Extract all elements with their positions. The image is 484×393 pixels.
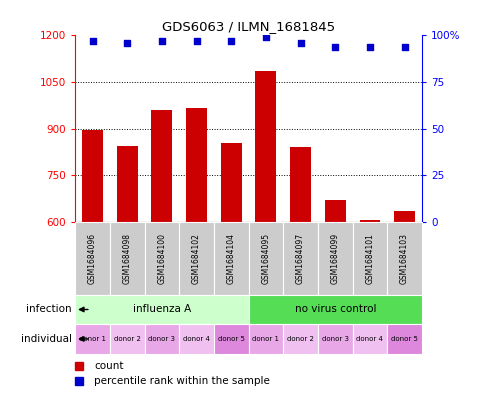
Point [158,38,166,44]
Bar [186,108,207,222]
Bar [213,324,248,354]
Title: GDS6063 / ILMN_1681845: GDS6063 / ILMN_1681845 [162,20,334,33]
Text: donor 2: donor 2 [114,336,140,342]
Text: donor 3: donor 3 [148,336,175,342]
Bar [255,71,276,222]
Text: donor 5: donor 5 [217,336,244,342]
Bar [248,295,421,324]
Bar [318,324,352,354]
Text: infection: infection [26,305,72,314]
Text: count: count [94,360,123,371]
Bar [289,147,310,222]
Bar [117,146,137,222]
Bar [283,222,318,295]
Bar [352,324,386,354]
Point [365,43,373,50]
Text: GSM1684104: GSM1684104 [226,233,235,284]
Text: no virus control: no virus control [294,305,375,314]
Bar [283,324,318,354]
Bar [75,222,109,295]
Point [261,34,269,40]
Bar [386,324,421,354]
Text: donor 5: donor 5 [391,336,417,342]
Text: donor 1: donor 1 [252,336,279,342]
Text: influenza A: influenza A [133,305,191,314]
Text: GSM1684100: GSM1684100 [157,233,166,284]
Text: GSM1684095: GSM1684095 [261,233,270,284]
Point [400,43,408,50]
Bar [324,200,345,222]
Text: donor 4: donor 4 [356,336,382,342]
Bar [248,324,283,354]
Bar [248,222,283,295]
Text: GSM1684097: GSM1684097 [295,233,304,284]
Text: GSM1684103: GSM1684103 [399,233,408,284]
Bar [144,324,179,354]
Bar [179,324,213,354]
Bar [359,220,379,222]
Bar [151,110,172,222]
Text: donor 1: donor 1 [79,336,106,342]
Bar [179,222,213,295]
Bar [352,222,386,295]
Point [192,38,200,44]
Text: donor 4: donor 4 [183,336,210,342]
Text: GSM1684098: GSM1684098 [122,233,132,284]
Text: GSM1684102: GSM1684102 [192,233,201,284]
Bar [393,211,414,222]
Text: donor 3: donor 3 [321,336,348,342]
Bar [144,222,179,295]
Point [123,40,131,46]
Text: GSM1684101: GSM1684101 [364,233,374,284]
Point [296,40,304,46]
Bar [109,324,144,354]
Bar [220,143,241,222]
Bar [82,130,103,222]
Text: individual: individual [21,334,72,344]
Text: GSM1684096: GSM1684096 [88,233,97,284]
Point [227,38,235,44]
Bar [109,222,144,295]
Text: percentile rank within the sample: percentile rank within the sample [94,376,270,386]
Bar [213,222,248,295]
Text: GSM1684099: GSM1684099 [330,233,339,284]
Bar [75,295,248,324]
Text: donor 2: donor 2 [287,336,313,342]
Point [89,38,96,44]
Bar [318,222,352,295]
Point [331,43,338,50]
Bar [386,222,421,295]
Bar [75,324,109,354]
